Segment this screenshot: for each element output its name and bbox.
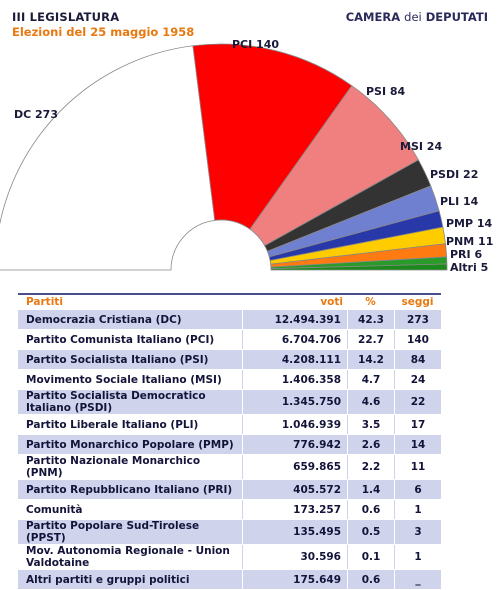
slice-label-psi: PSI 84: [366, 85, 406, 98]
cell-pct: 1.4: [347, 480, 394, 499]
hemicycle-slice-dc: [0, 45, 216, 271]
slice-label-altri: Altri 5: [450, 261, 488, 274]
cell-seats: 1: [394, 500, 441, 519]
cell-party: Partito Socialista Italiano (PSI): [18, 350, 242, 369]
table-row: Altri partiti e gruppi politici 175.649 0.…: [18, 570, 441, 589]
slice-label-pnm: PNM 11: [446, 235, 493, 248]
cell-pct: 4.6: [347, 390, 394, 414]
chamber-main: CAMERA: [345, 10, 401, 24]
cell-votes: 1.406.358: [242, 370, 347, 389]
cell-pct: 14.2: [347, 350, 394, 369]
cell-pct: 42.3: [347, 310, 394, 329]
table-row: Movimento Sociale Italiano (MSI) 1.406.35…: [18, 370, 441, 389]
table-row: Partito Comunista Italiano (PCI) 6.704.70…: [18, 330, 441, 349]
slice-label-pli: PLI 14: [440, 195, 479, 208]
cell-votes: 30.596: [242, 545, 347, 569]
cell-seats: 84: [394, 350, 441, 369]
cell-seats: 1: [394, 545, 441, 569]
table-row: Mov. Autonomia Regionale - Union Valdota…: [18, 545, 441, 569]
cell-party: Partito Socialista Democratico Italiano …: [18, 390, 242, 414]
cell-seats: 14: [394, 435, 441, 454]
cell-seats: 273: [394, 310, 441, 329]
cell-votes: 12.494.391: [242, 310, 347, 329]
cell-party: Mov. Autonomia Regionale - Union Valdota…: [18, 545, 242, 569]
slice-label-dc: DC 273: [14, 108, 58, 121]
cell-pct: 0.6: [347, 500, 394, 519]
cell-seats: 6: [394, 480, 441, 499]
hemicycle-slice-altri: [270, 263, 448, 271]
hemicycle-slice-pci: [192, 43, 353, 230]
chamber-rest: DEPUTATI: [425, 10, 488, 24]
slice-label-msi: MSI 24: [400, 140, 442, 153]
cell-party: Movimento Sociale Italiano (MSI): [18, 370, 242, 389]
cell-seats: 24: [394, 370, 441, 389]
cell-pct: 3.5: [347, 415, 394, 434]
table-row: Partito Socialista Democratico Italiano …: [18, 390, 441, 414]
header-left: III LEGISLATURA Elezioni del 25 maggio 1…: [12, 10, 194, 39]
table-row: Partito Popolare Sud-Tirolese (PPST) 135.…: [18, 520, 441, 544]
cell-votes: 173.257: [242, 500, 347, 519]
col-header-votes: voti: [242, 293, 347, 309]
cell-party: Partito Comunista Italiano (PCI): [18, 330, 242, 349]
cell-votes: 776.942: [242, 435, 347, 454]
col-header-pct: %: [347, 293, 394, 309]
cell-party: Partito Repubblicano Italiano (PRI): [18, 480, 242, 499]
table-row: Partito Liberale Italiano (PLI) 1.046.939…: [18, 415, 441, 434]
chamber-title: CAMERA dei DEPUTATI: [346, 10, 488, 24]
cell-party: Partito Popolare Sud-Tirolese (PPST): [18, 520, 242, 544]
col-header-party: Partiti: [18, 293, 242, 309]
col-header-seats: seggi: [394, 293, 441, 309]
table-row: Democrazia Cristiana (DC) 12.494.391 42.3 2…: [18, 310, 441, 329]
cell-seats: 11: [394, 455, 441, 479]
cell-party: Altri partiti e gruppi politici: [18, 570, 242, 589]
slice-label-pri: PRI 6: [450, 248, 482, 261]
election-date: Elezioni del 25 maggio 1958: [12, 25, 195, 39]
table-row: Comunità 173.257 0.6 1: [18, 500, 441, 519]
cell-seats: 140: [394, 330, 441, 349]
cell-party: Partito Liberale Italiano (PLI): [18, 415, 242, 434]
cell-seats: 22: [394, 390, 441, 414]
cell-seats: 3: [394, 520, 441, 544]
cell-pct: 0.5: [347, 520, 394, 544]
cell-votes: 1.345.750: [242, 390, 347, 414]
cell-pct: 22.7: [347, 330, 394, 349]
cell-party: Comunità: [18, 500, 242, 519]
table-header-row: Partiti voti % seggi: [18, 293, 441, 309]
slice-label-psdi: PSDI 22: [430, 168, 478, 181]
cell-votes: 175.649: [242, 570, 347, 589]
cell-pct: 4.7: [347, 370, 394, 389]
cell-votes: 1.046.939: [242, 415, 347, 434]
cell-votes: 659.865: [242, 455, 347, 479]
hemicycle-slice-psi: [249, 85, 419, 247]
hemicycle-chart: DC 273 PCI 140 PSI 84 MSI 24 PSDI 22 PLI 14 PM…: [0, 38, 493, 274]
results-table: Partiti voti % seggi Democrazia Cristian…: [18, 292, 441, 590]
cell-seats: 17: [394, 415, 441, 434]
slice-label-pmp: PMP 14: [446, 217, 493, 230]
chamber-dei: dei: [404, 10, 422, 24]
cell-party: Partito Monarchico Popolare (PMP): [18, 435, 242, 454]
cell-party: Partito Nazionale Monarchico (PNM): [18, 455, 242, 479]
cell-votes: 6.704.706: [242, 330, 347, 349]
cell-seats: _: [394, 570, 441, 589]
legislature-title: III LEGISLATURA: [12, 10, 120, 24]
cell-pct: 2.6: [347, 435, 394, 454]
table-row: Partito Repubblicano Italiano (PRI) 405.5…: [18, 480, 441, 499]
table-row: Partito Monarchico Popolare (PMP) 776.942…: [18, 435, 441, 454]
slice-label-pci: PCI 140: [232, 38, 279, 51]
cell-pct: 0.1: [347, 545, 394, 569]
cell-votes: 405.572: [242, 480, 347, 499]
cell-pct: 0.6: [347, 570, 394, 589]
cell-party: Democrazia Cristiana (DC): [18, 310, 242, 329]
table-row: Partito Nazionale Monarchico (PNM) 659.86…: [18, 455, 441, 479]
cell-votes: 4.208.111: [242, 350, 347, 369]
cell-pct: 2.2: [347, 455, 394, 479]
cell-votes: 135.495: [242, 520, 347, 544]
table-row: Partito Socialista Italiano (PSI) 4.208.1…: [18, 350, 441, 369]
